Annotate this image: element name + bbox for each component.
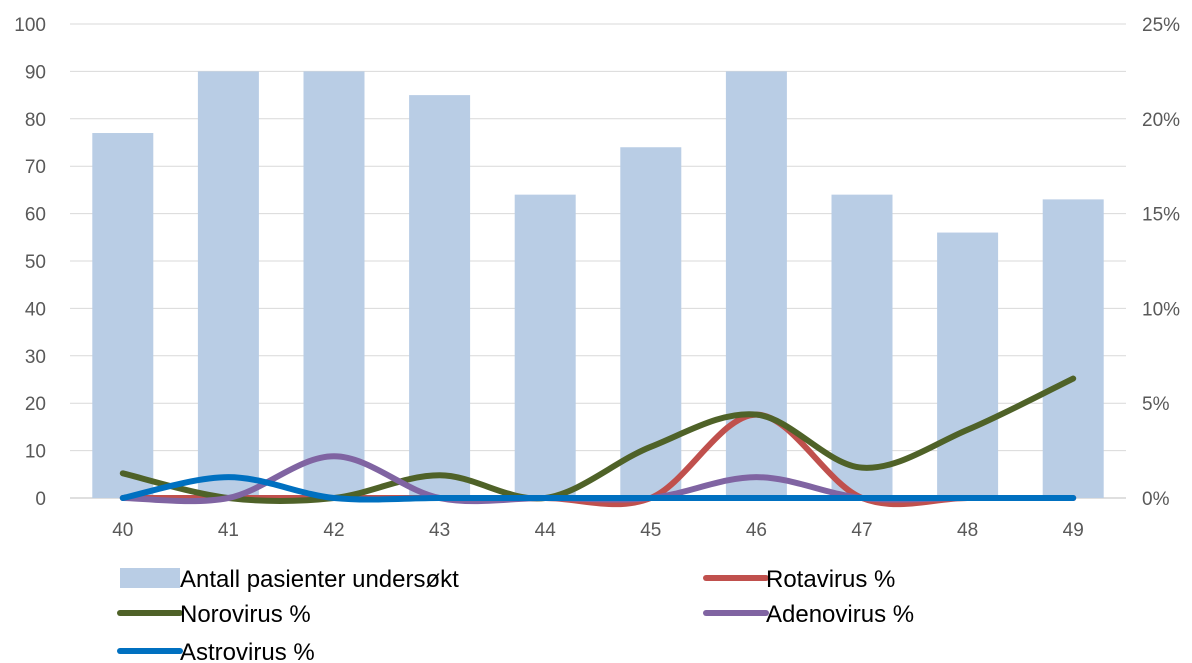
y-right-tick-label: 0% <box>1142 489 1170 510</box>
series-line-norovirus <box>119 375 1077 504</box>
y-right-tick-label: 25% <box>1142 15 1180 36</box>
x-tick-label: 40 <box>112 520 133 541</box>
legend-label: Norovirus % <box>180 601 311 628</box>
x-tick-label: 46 <box>746 520 767 541</box>
bars <box>92 71 1104 499</box>
x-tick-label: 47 <box>851 520 872 541</box>
x-tick-label: 42 <box>323 520 344 541</box>
y-left-tick-label: 80 <box>25 110 46 131</box>
series-line-astrovirus <box>119 474 1077 503</box>
y-left-tick-label: 40 <box>25 299 46 320</box>
y-left-tick-label: 90 <box>25 62 46 83</box>
y-right-tick-label: 15% <box>1142 205 1180 226</box>
legend-label: Astrovirus % <box>180 639 315 663</box>
y-right-tick-label: 20% <box>1142 110 1180 131</box>
y-left-tick-label: 0 <box>35 489 46 510</box>
x-tick-label: 45 <box>640 520 661 541</box>
y-axis-right: 0% 5% 10% 15% 20% 25% <box>1142 15 1180 510</box>
x-axis: 40 41 42 43 44 45 46 47 48 49 <box>112 520 1084 541</box>
y-axis-left: 0 10 20 30 40 50 60 70 80 90 100 <box>14 15 46 510</box>
bar <box>303 71 365 499</box>
bar <box>1042 199 1104 498</box>
bar <box>409 95 471 498</box>
bar <box>831 194 893 498</box>
legend-swatch-bar <box>120 568 180 588</box>
y-left-tick-label: 20 <box>25 394 46 415</box>
y-left-tick-label: 60 <box>25 205 46 226</box>
series-lines <box>119 375 1077 508</box>
bar <box>725 71 787 499</box>
bar <box>937 232 999 498</box>
x-tick-label: 44 <box>535 520 557 541</box>
y-left-tick-label: 50 <box>25 252 46 273</box>
y-right-tick-label: 10% <box>1142 299 1180 320</box>
legend-label: Antall pasienter undersøkt <box>180 566 459 593</box>
y-left-tick-label: 30 <box>25 347 46 368</box>
legend-label: Rotavirus % <box>766 566 895 593</box>
y-left-tick-label: 70 <box>25 157 46 178</box>
legend: Antall pasienter undersøkt Rotavirus % Nor… <box>117 566 914 663</box>
x-tick-label: 41 <box>218 520 239 541</box>
y-left-tick-label: 100 <box>14 15 46 36</box>
series-line-rotavirus <box>119 411 1077 508</box>
x-tick-label: 48 <box>957 520 978 541</box>
bar <box>514 194 576 498</box>
bar <box>92 133 154 498</box>
y-left-tick-label: 10 <box>25 442 46 463</box>
x-tick-label: 49 <box>1063 520 1084 541</box>
bar <box>197 71 259 499</box>
x-tick-label: 43 <box>429 520 450 541</box>
y-right-tick-label: 5% <box>1142 394 1170 415</box>
legend-label: Adenovirus % <box>766 601 914 628</box>
